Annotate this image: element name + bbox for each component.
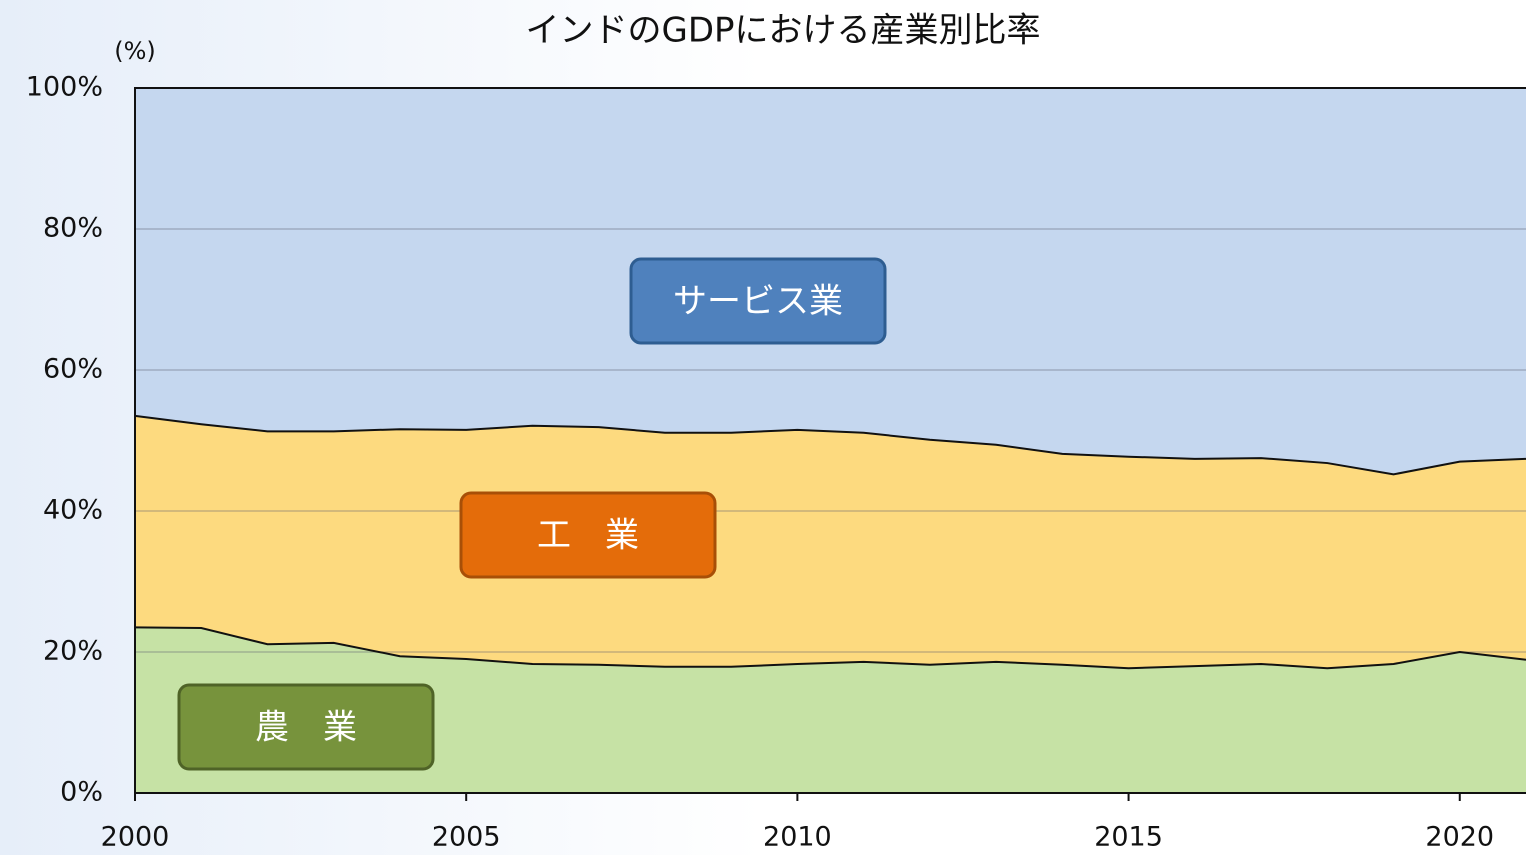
series-label: サービス業 <box>673 282 843 322</box>
area-boundary <box>134 414 1526 476</box>
x-tick-label: 2015 <box>1094 822 1163 853</box>
series-label-box <box>629 257 887 345</box>
y-tick-label: 60% <box>43 354 103 385</box>
area <box>135 627 1526 793</box>
area <box>135 415 1526 669</box>
x-tick-label: 2000 <box>101 822 170 853</box>
y-tick-label: 20% <box>43 636 103 667</box>
y-tick-label: 80% <box>43 213 103 244</box>
series-label-box <box>459 491 717 579</box>
series-label-box <box>177 683 435 771</box>
chart-title: インドのGDPにおける産業別比率 <box>525 11 1040 51</box>
y-tick-label: 0% <box>60 777 103 808</box>
plot-frame <box>134 87 1526 794</box>
x-tick-label: 2005 <box>432 822 501 853</box>
y-tick-label: 100% <box>26 72 103 103</box>
y-axis-label: (%) <box>114 37 156 65</box>
x-tick-label: 2020 <box>1425 822 1494 853</box>
series-label: 農 業 <box>255 708 357 748</box>
area-boundary <box>134 626 1526 670</box>
x-tick-label: 2010 <box>763 822 832 853</box>
y-tick-label: 40% <box>43 495 103 526</box>
series-label: 工 業 <box>537 516 639 556</box>
